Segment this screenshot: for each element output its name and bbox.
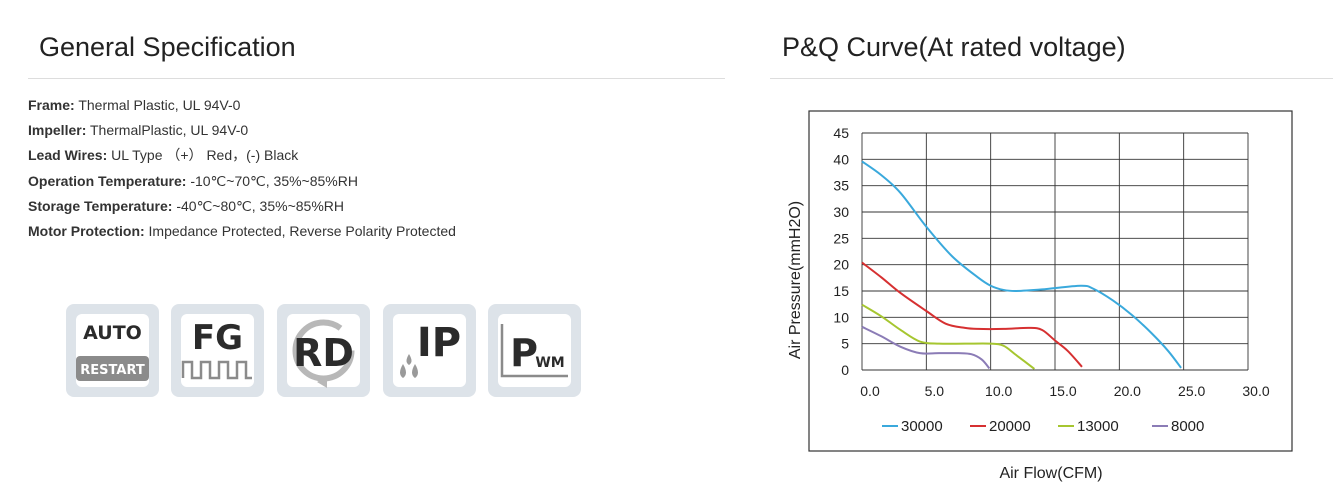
general-spec-title: General Specification [39, 32, 296, 62]
legend-label: 30000 [901, 418, 943, 435]
auto-label: AUTO [83, 322, 142, 344]
series-line-30000 [861, 160, 1182, 369]
restart-label: RESTART [80, 363, 145, 378]
spec-row-storage-temperature: Storage Temperature: -40℃~80℃, 35%~85%RH [28, 194, 708, 219]
y-tick-label: 40 [833, 151, 849, 167]
series-line-8000 [861, 325, 991, 370]
y-tick-label: 45 [833, 125, 849, 141]
y-tick-label: 5 [841, 336, 849, 352]
x-axis-label: Air Flow(CFM) [999, 465, 1102, 482]
spec-list: Frame: Thermal Plastic, UL 94V-0 Impelle… [28, 93, 708, 244]
pq-curve-divider [770, 78, 1333, 79]
legend-label: 13000 [1077, 418, 1119, 435]
y-tick-label: 25 [833, 230, 849, 246]
series-line-20000 [861, 261, 1083, 368]
y-tick-label: 20 [833, 257, 849, 273]
x-tick-label: 5.0 [925, 383, 945, 399]
pwm-control-icon: P WM [488, 304, 581, 397]
fg-signal-icon: FG [171, 304, 264, 397]
legend-label: 8000 [1171, 418, 1204, 435]
spec-value: Impedance Protected, Reverse Polarity Pr… [144, 223, 456, 240]
spec-value: UL Type （+） Red，(-) Black [107, 147, 299, 164]
spec-row-operation-temperature: Operation Temperature: -10℃~70℃, 35%~85%… [28, 169, 708, 194]
chart-frame [808, 110, 1293, 452]
x-tick-label: 0.0 [860, 383, 880, 399]
y-tick-label: 35 [833, 178, 849, 194]
spec-row-lead-wires: Lead Wires: UL Type （+） Red，(-) Black [28, 143, 708, 168]
pq-curve-title: P&Q Curve(At rated voltage) [782, 32, 1126, 62]
spec-value: Thermal Plastic, UL 94V-0 [74, 97, 241, 113]
spec-value: ThermalPlastic, UL 94V-0 [86, 122, 249, 139]
general-spec-divider [28, 78, 725, 79]
spec-key: Impeller: [28, 122, 87, 139]
legend-label: 20000 [989, 418, 1031, 435]
ip-label: IP [417, 320, 461, 366]
y-tick-label: 0 [841, 362, 849, 378]
series-line-13000 [861, 303, 1036, 370]
y-tick-label: 30 [833, 204, 849, 220]
x-tick-label: 10.0 [985, 383, 1012, 399]
spec-key: Storage Temperature: [28, 197, 173, 214]
spec-row-impeller: Impeller: ThermalPlastic, UL 94V-0 [28, 118, 708, 143]
pwm-sub-label: WM [535, 355, 564, 371]
ip-rating-icon: IP [383, 304, 476, 397]
spec-key: Frame: [28, 97, 75, 113]
spec-key: Operation Temperature: [28, 172, 187, 189]
rd-label: RD [293, 331, 354, 375]
spec-row-frame: Frame: Thermal Plastic, UL 94V-0 [28, 93, 708, 118]
y-tick-label: 10 [833, 309, 849, 325]
pq-chart-svg: 0 5 10 15 20 25 30 35 40 45 0.0 5.0 10.0 15.0 20.0 25.0… [787, 110, 1293, 482]
fg-label: FG [192, 318, 243, 358]
auto-restart-icon: AUTO RESTART [66, 304, 159, 397]
pq-curve-chart: 0 5 10 15 20 25 30 35 40 45 0.0 5.0 10.0 15.0 20.0 25.0… [770, 95, 1330, 490]
x-tick-label: 25.0 [1178, 383, 1205, 399]
y-axis-label: Air Pressure(mmH2O) [787, 201, 804, 359]
pwm-main-label: P [510, 331, 538, 375]
spec-key: Lead Wires: [28, 147, 108, 164]
x-tick-label: 15.0 [1049, 383, 1076, 399]
x-tick-label: 30.0 [1242, 383, 1269, 399]
spec-value: -10℃~70℃, 35%~85%RH [186, 172, 358, 189]
y-tick-label: 15 [833, 283, 849, 299]
spec-value: -40℃~80℃, 35%~85%RH [172, 197, 344, 214]
rd-rotation-detect-icon: RD [277, 304, 370, 397]
x-tick-label: 20.0 [1114, 383, 1141, 399]
spec-row-motor-protection: Motor Protection: Impedance Protected, R… [28, 219, 708, 244]
spec-key: Motor Protection: [28, 223, 145, 240]
